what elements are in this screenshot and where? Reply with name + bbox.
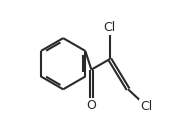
Text: O: O: [86, 98, 96, 111]
Text: Cl: Cl: [104, 21, 116, 34]
Text: Cl: Cl: [140, 100, 153, 113]
